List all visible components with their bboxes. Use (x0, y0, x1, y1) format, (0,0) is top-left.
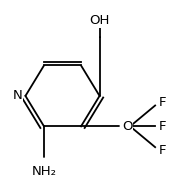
Text: O: O (122, 120, 132, 133)
Text: F: F (159, 96, 166, 109)
Text: N: N (13, 89, 23, 102)
Text: F: F (159, 120, 166, 133)
Text: OH: OH (89, 14, 110, 27)
Text: NH₂: NH₂ (32, 165, 56, 178)
Text: F: F (159, 144, 166, 157)
